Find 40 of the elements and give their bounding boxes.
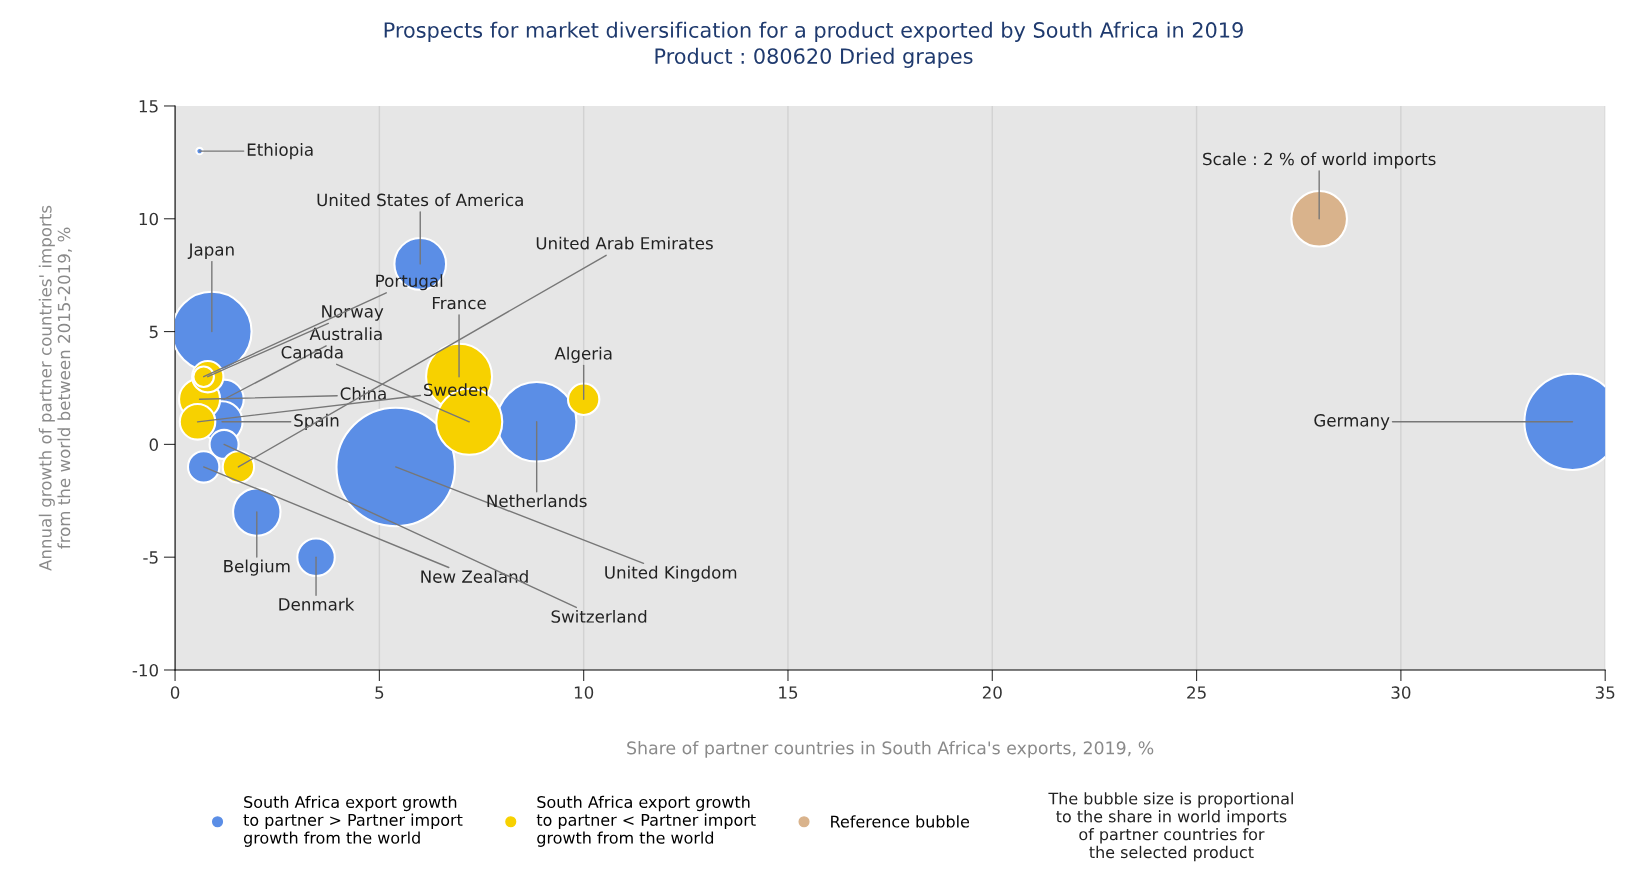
annotation: Algeria — [554, 346, 612, 363]
y-tick-label: -10 — [132, 663, 158, 677]
x-tick-label: 10 — [574, 686, 594, 699]
legend-label: South Africa export growth to partner > Partner import growth from the world — [243, 795, 463, 847]
legend-label: Reference bubble — [831, 815, 970, 828]
annotation: Belgium — [224, 559, 290, 576]
y-tick-label: 15 — [139, 100, 158, 113]
x-tick-label: 20 — [982, 686, 1002, 699]
y-tick-label: 0 — [149, 438, 158, 451]
annotation: Denmark — [279, 597, 355, 611]
x-tick-label: 30 — [1391, 686, 1411, 699]
annotation: Ethiopia — [247, 143, 313, 160]
legend-label: South Africa export growth to partner < Partner import growth from the world — [536, 795, 756, 847]
annotation: New Zealand — [421, 569, 528, 583]
annotation: United Arab Emirates — [536, 236, 713, 250]
annotation: Scale : 2 % of world imports — [1203, 152, 1436, 169]
annotation: Australia — [309, 327, 382, 341]
annotation: Norway — [322, 305, 384, 321]
x-tick-label: 35 — [1595, 686, 1615, 699]
chart-title: Prospects for market diversification for a product exported by South Africa in 2019 — [384, 21, 1243, 42]
annotation: Germany — [1314, 414, 1390, 430]
chart-subtitle: Product : 080620 Dried grapes — [655, 47, 973, 69]
x-tick-label: 5 — [375, 686, 384, 699]
annotation: United States of America — [317, 193, 523, 207]
x-tick-label: 25 — [1187, 686, 1206, 699]
annotation: Netherlands — [487, 494, 587, 508]
annotation: France — [432, 296, 486, 310]
y-tick-label: 5 — [149, 325, 158, 339]
annotation: China — [340, 387, 386, 400]
annotation: Spain — [294, 413, 339, 430]
y-tick-label: 10 — [139, 212, 158, 226]
x-tick-label: 0 — [170, 686, 180, 699]
y-axis-title: Annual growth of partner countries' imports from the world between 2015-2019, % — [38, 205, 73, 571]
annotation: Japan — [187, 243, 234, 260]
x-tick-label: 15 — [779, 686, 798, 699]
y-tick-label: -5 — [143, 551, 158, 564]
text: The bubble size is proportional to the share in world imports of partner countries for the selected product — [1048, 792, 1293, 862]
annotation: United Kingdom — [605, 565, 737, 582]
annotation: Switzerland — [551, 609, 647, 623]
x-axis-title: Share of partner countries in South Africa's exports, 2019, % — [627, 740, 1154, 758]
